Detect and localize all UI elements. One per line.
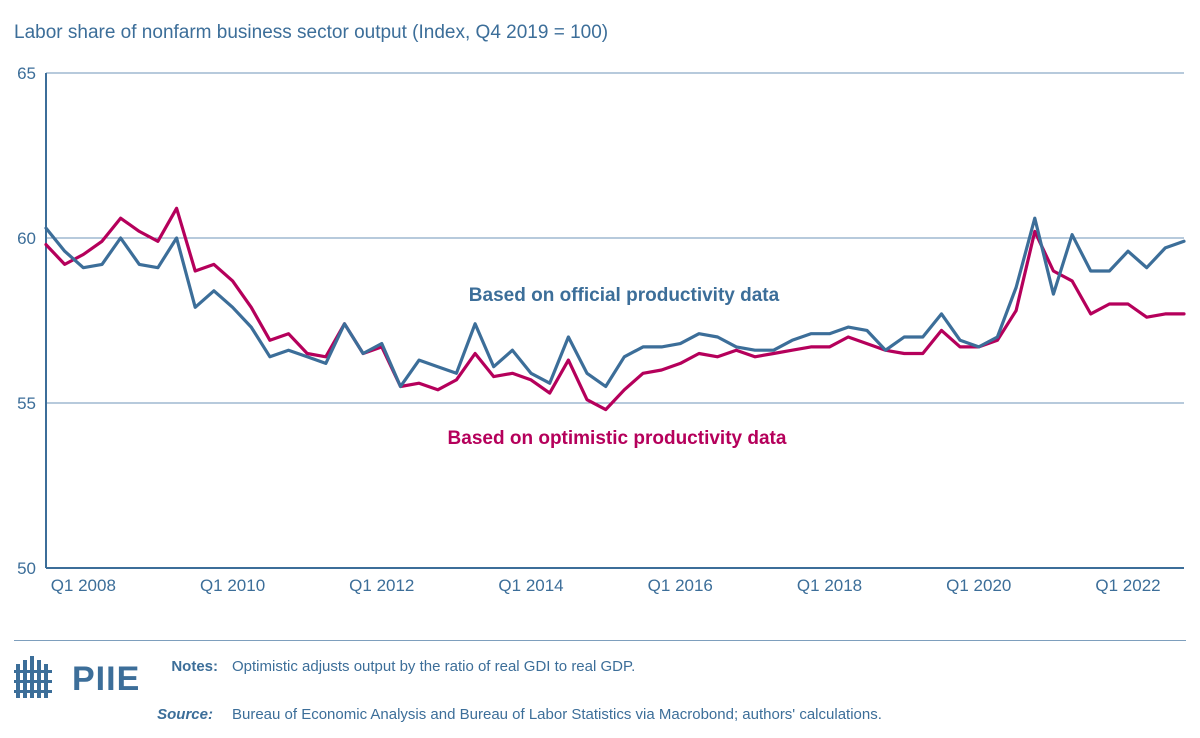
footer-divider: [14, 640, 1186, 641]
y-tick-label: 60: [17, 229, 36, 248]
series-line-official: [44, 216, 1186, 389]
series-group: [44, 206, 1186, 412]
annotations: Based on official productivity data Based…: [448, 285, 787, 449]
x-tick-label: Q1 2016: [648, 576, 713, 595]
x-tick-label: Q1 2020: [946, 576, 1011, 595]
chart-title: Labor share of nonfarm business sector o…: [14, 22, 609, 43]
building-icon: [14, 656, 52, 698]
notes-text: Optimistic adjusts output by the ratio o…: [232, 658, 636, 675]
x-tick-label: Q1 2018: [797, 576, 862, 595]
notes-label: Notes:: [171, 658, 218, 675]
x-tick-label: Q1 2022: [1095, 576, 1160, 595]
brand-wordmark: PIIE: [72, 660, 141, 698]
x-tick-label: Q1 2010: [200, 576, 265, 595]
y-tick-label: 55: [17, 394, 36, 413]
source-text: Bureau of Economic Analysis and Bureau o…: [232, 706, 882, 723]
x-tick-label: Q1 2008: [51, 576, 116, 595]
gridlines: [46, 72, 1184, 404]
x-tick-label: Q1 2012: [349, 576, 414, 595]
y-axis-ticks: 50 55 60 65: [17, 64, 36, 578]
y-tick-label: 50: [17, 559, 36, 578]
piie-logo: PIIE: [14, 656, 139, 698]
x-axis-ticks: Q1 2008 Q1 2010 Q1 2012 Q1 2014 Q1 2016 Q1 20…: [51, 576, 1161, 595]
series-label-optimistic: Based on optimistic productivity data: [448, 428, 787, 449]
y-tick-label: 65: [17, 64, 36, 83]
x-tick-label: Q1 2014: [498, 576, 563, 595]
series-label-official: Based on official productivity data: [469, 285, 780, 306]
source-label: Source:: [157, 706, 213, 723]
series-line-optimistic: [44, 206, 1186, 412]
